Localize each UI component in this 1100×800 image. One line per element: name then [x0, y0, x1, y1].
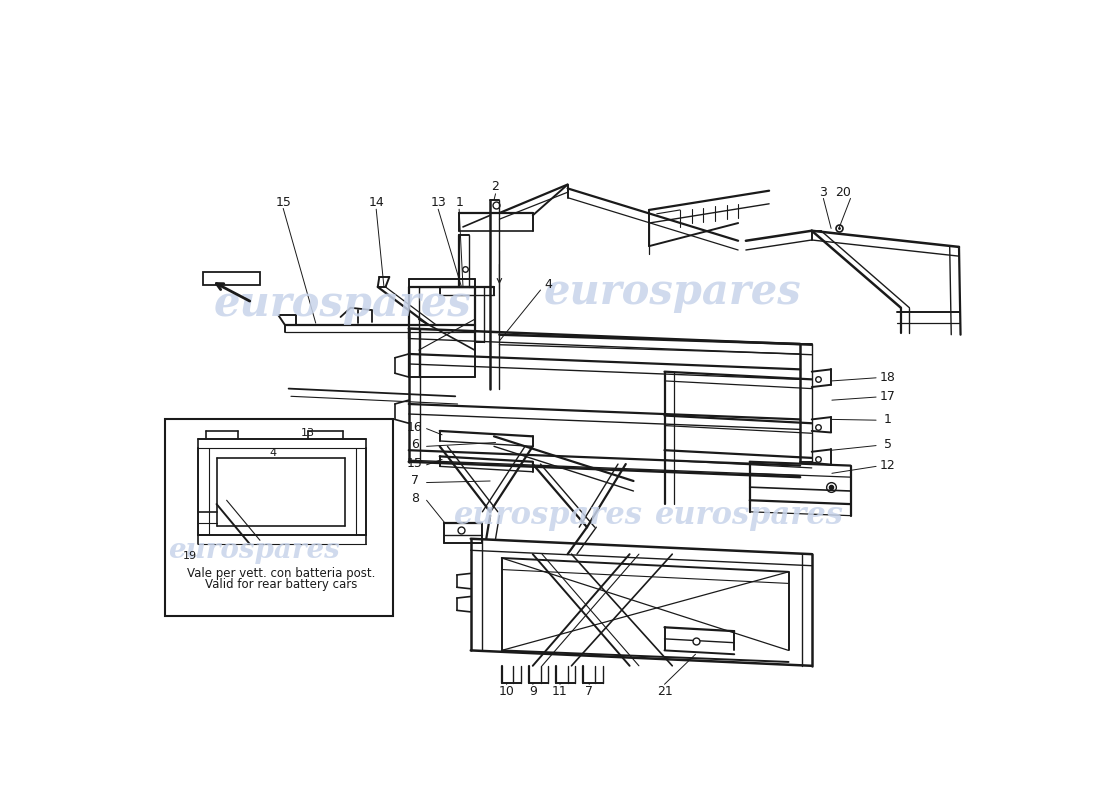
Text: 17: 17 [880, 390, 895, 403]
Text: 1: 1 [883, 413, 892, 426]
Text: 6: 6 [411, 438, 419, 451]
Text: 3: 3 [820, 186, 827, 198]
Text: 18: 18 [880, 370, 895, 383]
Text: 4: 4 [270, 447, 277, 458]
Text: Valid for rear battery cars: Valid for rear battery cars [205, 578, 358, 590]
Text: 21: 21 [657, 685, 672, 698]
Text: 9: 9 [529, 685, 537, 698]
Text: 13: 13 [301, 428, 315, 438]
Text: 20: 20 [835, 186, 850, 198]
Text: 13: 13 [430, 196, 447, 209]
Text: eurospares: eurospares [168, 537, 340, 564]
Text: eurospares: eurospares [214, 283, 472, 325]
Text: 19: 19 [183, 551, 197, 562]
Polygon shape [165, 419, 394, 616]
Text: eurospares: eurospares [656, 500, 844, 531]
Text: 15: 15 [407, 457, 422, 470]
Text: 16: 16 [407, 421, 422, 434]
Text: 15: 15 [275, 196, 292, 209]
Text: 14: 14 [368, 196, 384, 209]
Text: 10: 10 [498, 685, 515, 698]
Text: 7: 7 [411, 474, 419, 487]
Text: Vale per vett. con batteria post.: Vale per vett. con batteria post. [187, 567, 375, 580]
Text: 11: 11 [552, 685, 568, 698]
Text: eurospares: eurospares [543, 271, 801, 314]
Text: 8: 8 [411, 492, 419, 506]
Text: 4: 4 [544, 278, 552, 291]
Text: 12: 12 [880, 459, 895, 472]
Text: 1: 1 [455, 196, 463, 209]
Text: 2: 2 [492, 180, 499, 194]
Text: 5: 5 [883, 438, 892, 451]
Text: eurospares: eurospares [454, 500, 642, 531]
Text: 7: 7 [585, 685, 593, 698]
